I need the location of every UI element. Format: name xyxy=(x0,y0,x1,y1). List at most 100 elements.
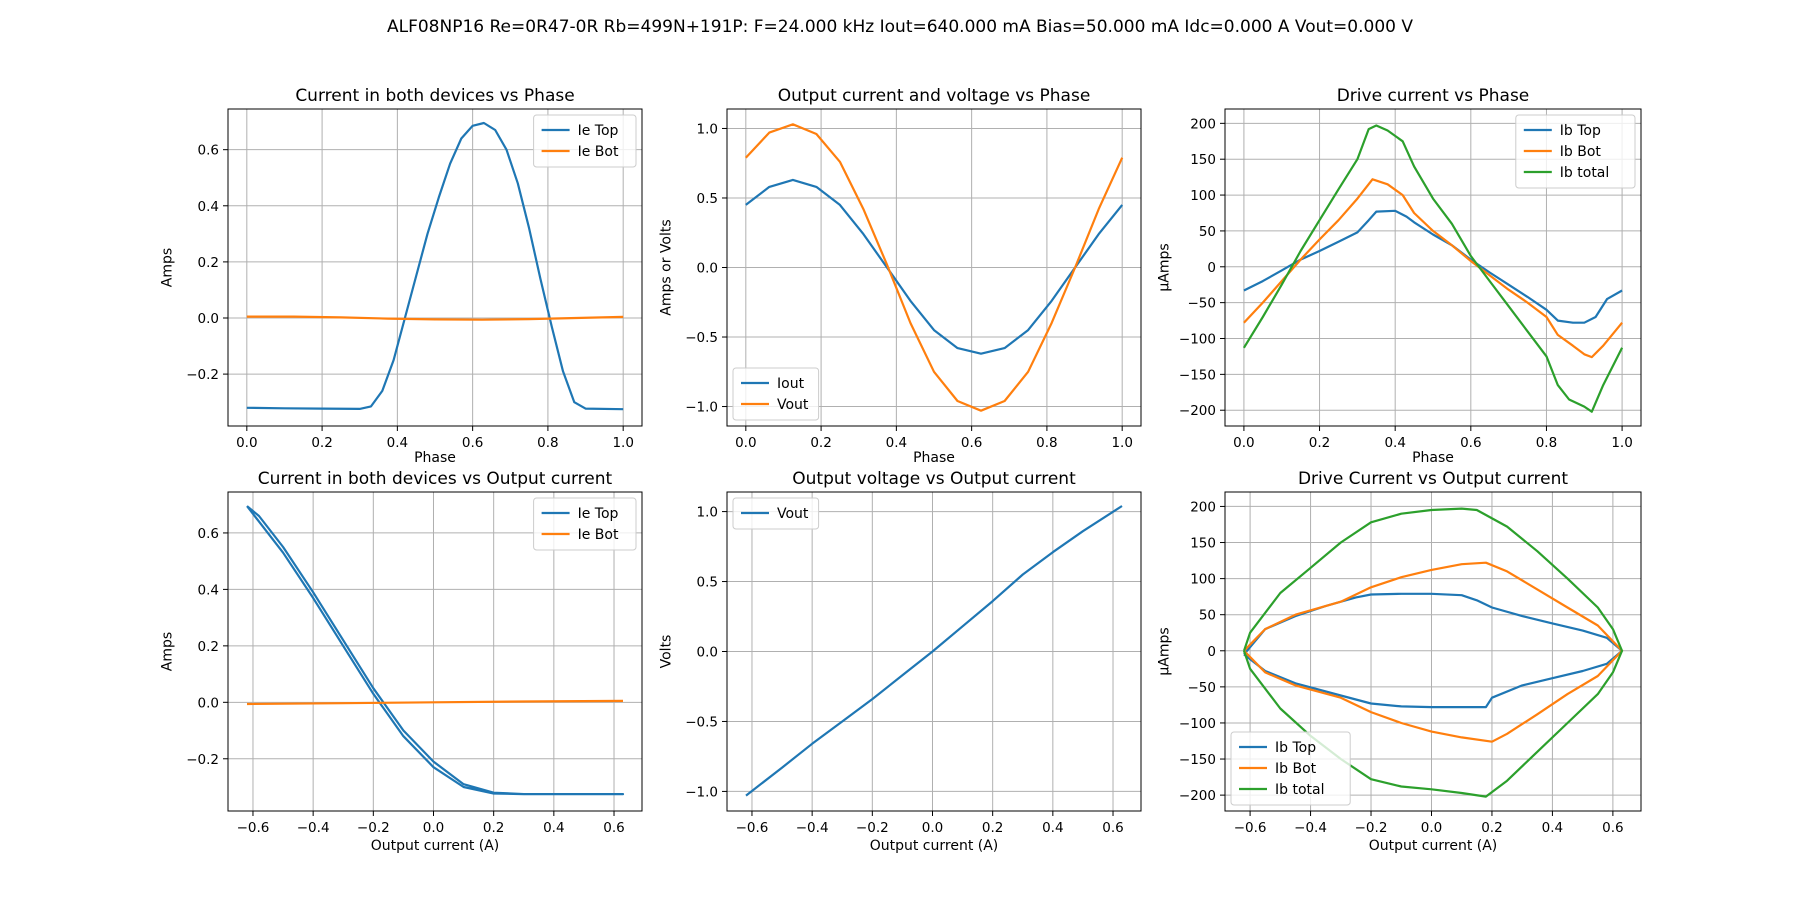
y-tick-label: 0.0 xyxy=(198,311,219,327)
legend-label: Ie Bot xyxy=(578,144,619,160)
y-tick-label: −0.5 xyxy=(685,330,718,346)
x-tick-label: 0.2 xyxy=(483,820,504,836)
legend-label: Vout xyxy=(777,506,809,522)
axes-frame xyxy=(227,108,643,427)
plot-title: Current in both devices vs Phase xyxy=(295,86,574,106)
legend-label: Ib Bot xyxy=(1275,761,1317,777)
y-tick-label: 0.4 xyxy=(198,199,219,215)
plot-p6: −0.6 −0.4 −0.2 0.0 0.2 0.4 0.6 −200 −150 −100 −50 0… xyxy=(1157,469,1642,854)
plot-p2: 0.0 0.2 0.4 0.6 0.8 1.0 −1.0 −0.5 0.0 0.5 1.0 Outpu… xyxy=(659,86,1142,466)
y-tick-label: 150 xyxy=(1190,152,1216,168)
x-tick-label: 0.6 xyxy=(1602,820,1623,836)
plot-p5: −0.6 −0.4 −0.2 0.0 0.2 0.4 0.6 −1.0 −0.5 0.0 0.5 1.… xyxy=(659,469,1142,854)
y-tick-label: 0.0 xyxy=(697,261,718,277)
legend: Vout xyxy=(732,497,820,530)
y-tick-label: 50 xyxy=(1199,608,1216,624)
y-tick-label: 0.5 xyxy=(697,575,718,591)
legend-label: Ib total xyxy=(1275,782,1324,798)
x-tick-label: 0.4 xyxy=(387,435,408,451)
x-tick-label: 0.0 xyxy=(423,820,444,836)
legend-box xyxy=(1230,731,1351,806)
x-axis-label: Phase xyxy=(414,450,456,466)
y-tick-label: −1.0 xyxy=(685,784,718,800)
y-tick-label: 150 xyxy=(1190,536,1216,552)
plot-title: Drive Current vs Output current xyxy=(1298,469,1568,489)
x-axis-label: Phase xyxy=(913,450,955,466)
series-line-ie-top xyxy=(246,505,625,796)
y-tick-label: −200 xyxy=(1179,403,1216,419)
x-tick-label: −0.4 xyxy=(297,820,330,836)
figure-suptitle: ALF08NP16 Re=0R47-0R Rb=499N+191P: F=24.… xyxy=(387,17,1413,37)
y-axis-label: Volts xyxy=(659,635,675,669)
legend: Ib Top Ib Bot Ib total xyxy=(1230,731,1351,806)
plot-p4: −0.6 −0.4 −0.2 0.0 0.2 0.4 0.6 −0.2 0.0 0.2 0.4 0.6… xyxy=(160,469,643,854)
x-tick-label: −0.4 xyxy=(796,820,829,836)
x-tick-label: 0.2 xyxy=(810,435,831,451)
x-axis-label: Output current (A) xyxy=(1369,838,1498,854)
x-tick-label: 0.4 xyxy=(1042,820,1063,836)
y-tick-label: 0.6 xyxy=(198,526,219,542)
y-tick-label: −0.5 xyxy=(685,714,718,730)
y-tick-label: 200 xyxy=(1190,499,1216,515)
legend-label: Ib total xyxy=(1560,165,1609,181)
series-line-iout xyxy=(745,178,1124,355)
x-axis-label: Output current (A) xyxy=(870,838,999,854)
legend-label: Ib Bot xyxy=(1560,144,1602,160)
x-tick-label: −0.4 xyxy=(1294,820,1327,836)
x-tick-label: 0.2 xyxy=(1309,435,1330,451)
series-line-vout xyxy=(744,123,1124,412)
x-tick-label: 0.0 xyxy=(236,435,257,451)
legend-box xyxy=(732,497,820,530)
y-tick-label: 0 xyxy=(1207,260,1216,276)
legend-box xyxy=(732,367,820,421)
y-tick-label: 100 xyxy=(1190,188,1216,204)
legend: Ib Top Ib Bot Ib total xyxy=(1515,114,1636,189)
x-tick-label: −0.6 xyxy=(736,820,769,836)
series-line-ie-top xyxy=(246,121,624,411)
legend: Ie Top Ie Bot xyxy=(533,114,637,168)
x-tick-label: 0.6 xyxy=(961,435,982,451)
x-tick-label: 0.0 xyxy=(735,435,756,451)
y-tick-label: −0.2 xyxy=(186,367,219,383)
y-tick-label: 0.6 xyxy=(198,143,219,159)
series-line-ie-bot xyxy=(246,699,624,706)
y-tick-label: −100 xyxy=(1179,332,1216,348)
x-tick-label: 0.4 xyxy=(543,820,564,836)
legend-label: Ie Bot xyxy=(578,527,619,543)
x-tick-label: −0.2 xyxy=(1355,820,1388,836)
y-tick-label: 1.0 xyxy=(697,505,718,521)
x-tick-label: −0.2 xyxy=(357,820,390,836)
y-tick-label: 0.0 xyxy=(198,695,219,711)
axes-frame xyxy=(1224,108,1642,427)
y-axis-label: Amps xyxy=(160,248,176,287)
plot-title: Output voltage vs Output current xyxy=(792,469,1076,489)
y-tick-label: −150 xyxy=(1179,752,1216,768)
legend-label: Ie Top xyxy=(578,123,619,139)
y-tick-label: −50 xyxy=(1188,296,1217,312)
x-tick-label: 0.4 xyxy=(1384,435,1405,451)
y-tick-label: −150 xyxy=(1179,367,1216,383)
y-tick-label: 50 xyxy=(1199,224,1216,240)
legend-label: Ib Top xyxy=(1275,740,1316,756)
legend-label: Ie Top xyxy=(578,506,619,522)
plot-p1: 0.0 0.2 0.4 0.6 0.8 1.0 −0.2 0.0 0.2 0.4 0.6 Curren… xyxy=(160,86,643,466)
x-tick-label: −0.2 xyxy=(856,820,889,836)
x-tick-label: 0.8 xyxy=(1036,435,1057,451)
series-line-ib-bot xyxy=(1243,178,1623,359)
x-tick-label: 0.0 xyxy=(1233,435,1254,451)
x-tick-label: 0.8 xyxy=(537,435,558,451)
legend: Iout Vout xyxy=(732,367,820,421)
y-tick-label: −200 xyxy=(1179,788,1216,804)
x-tick-label: 1.0 xyxy=(1611,435,1632,451)
x-tick-label: −0.6 xyxy=(237,820,270,836)
y-axis-label: Amps xyxy=(160,632,176,671)
plot-title: Output current and voltage vs Phase xyxy=(778,86,1091,106)
series-line-ib-total xyxy=(1242,507,1624,798)
x-tick-label: 0.0 xyxy=(922,820,943,836)
y-tick-label: 0 xyxy=(1207,644,1216,660)
y-axis-label: µAmps xyxy=(1157,243,1173,291)
legend: Ie Top Ie Bot xyxy=(533,497,637,551)
x-tick-label: 0.4 xyxy=(886,435,907,451)
y-axis-label: Amps or Volts xyxy=(659,219,675,315)
y-tick-label: 200 xyxy=(1190,116,1216,132)
